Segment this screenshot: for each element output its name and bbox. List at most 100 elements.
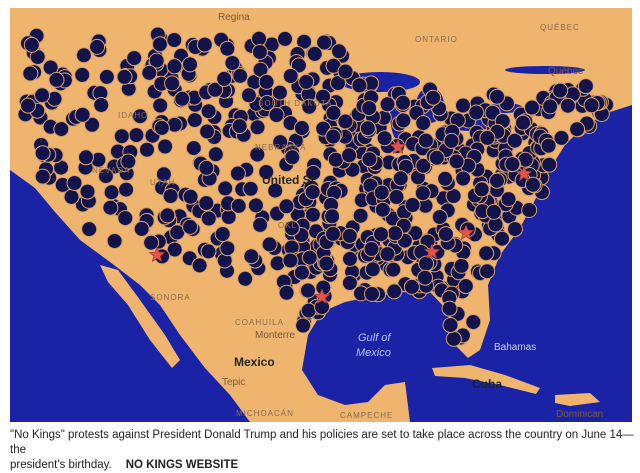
protest-dot xyxy=(300,302,317,319)
protest-dot xyxy=(243,248,260,265)
protest-dot xyxy=(278,198,295,215)
protest-dot xyxy=(132,108,149,125)
protest-dot xyxy=(465,314,482,330)
protest-dot xyxy=(271,84,288,101)
protest-dot xyxy=(403,278,420,295)
protest-dot xyxy=(242,180,259,197)
protest-dot xyxy=(515,114,531,131)
protest-dot xyxy=(191,257,208,274)
protest-dot xyxy=(388,189,405,205)
protest-dot xyxy=(473,181,490,198)
map-label: NEBRASKA xyxy=(255,143,307,152)
protest-dot xyxy=(337,113,354,130)
caption-line: "No Kings" protests against President Do… xyxy=(10,429,634,456)
protest-dot xyxy=(506,132,523,149)
protest-dot xyxy=(540,137,557,154)
protest-dot xyxy=(489,88,506,105)
protest-dot xyxy=(198,195,215,212)
map-label: Mexico xyxy=(234,355,275,369)
protest-dot xyxy=(304,206,321,223)
protest-dot xyxy=(341,147,358,164)
protest-dot xyxy=(98,68,115,85)
protest-dot xyxy=(479,263,496,280)
protest-dot xyxy=(174,90,191,107)
map-label: Cuba xyxy=(472,377,502,391)
protest-dot xyxy=(200,210,217,227)
map-label: Gulf of xyxy=(358,332,391,344)
protest-dot xyxy=(224,55,241,71)
protest-dot xyxy=(164,75,181,92)
protest-dot xyxy=(404,197,421,213)
protest-dot xyxy=(552,82,569,99)
protest-dot xyxy=(507,221,523,238)
protest-dot xyxy=(437,226,454,243)
map-label: SOUTH DAKOTA xyxy=(258,99,333,108)
protest-dot xyxy=(379,246,396,263)
protest-dot xyxy=(457,278,474,295)
protest-dot xyxy=(148,52,165,69)
protest-dot xyxy=(207,81,224,98)
protest-dot xyxy=(278,284,295,301)
protest-dot xyxy=(162,188,179,204)
protest-dot xyxy=(352,207,369,224)
protest-dot xyxy=(525,176,541,193)
protest-dot xyxy=(93,97,110,113)
protest-dot xyxy=(118,181,135,198)
protest-dot xyxy=(48,71,65,88)
protest-dot xyxy=(521,202,538,218)
protest-dot xyxy=(34,145,51,162)
baja xyxy=(100,265,180,368)
protest-dot xyxy=(359,120,376,137)
protest-dot xyxy=(361,151,378,168)
protest-dot xyxy=(159,207,176,224)
map-label: Mexico xyxy=(356,347,391,359)
protest-dot xyxy=(207,146,224,163)
map-label: NEVADA xyxy=(92,166,130,175)
protest-dot xyxy=(182,188,199,205)
protest-dot xyxy=(418,255,435,272)
protest-dot xyxy=(53,121,70,138)
protest-dot xyxy=(249,146,266,163)
protest-dot xyxy=(293,264,310,281)
protest-dot xyxy=(364,261,381,278)
protest-dot xyxy=(301,249,318,266)
star xyxy=(313,288,331,305)
protest-dot xyxy=(106,233,123,249)
protest-dot xyxy=(318,255,335,272)
protest-dot xyxy=(437,170,454,187)
cuba xyxy=(432,365,540,394)
protest-dot xyxy=(351,77,368,94)
protest-dot xyxy=(453,257,470,274)
protest-dot xyxy=(79,183,96,200)
protest-dot xyxy=(185,140,202,157)
protest-dot xyxy=(379,96,396,113)
protest-dot xyxy=(196,36,213,53)
protest-dot xyxy=(489,172,505,189)
protest-dot xyxy=(442,317,459,334)
protest-dot xyxy=(166,32,183,48)
protest-dot xyxy=(415,157,432,174)
protest-dot xyxy=(251,44,268,60)
protest-dot xyxy=(200,243,217,260)
protest-dot xyxy=(337,63,354,80)
caption: "No Kings" protests against President Do… xyxy=(10,428,634,473)
protest-dot xyxy=(251,30,267,47)
protest-dot xyxy=(455,97,471,114)
protest-dot xyxy=(128,127,145,144)
protest-dot xyxy=(151,36,168,53)
protest-dot xyxy=(387,225,404,242)
protest-dot xyxy=(504,156,521,173)
protest-dot xyxy=(20,97,36,114)
stars xyxy=(148,138,533,305)
protest-dot xyxy=(559,97,576,114)
protest-dot xyxy=(249,119,266,136)
protest-dot xyxy=(232,67,249,84)
protest-dot xyxy=(277,30,293,47)
protest-dot xyxy=(102,199,119,216)
protest-dot xyxy=(237,270,254,287)
protest-dot xyxy=(198,159,215,176)
protest-dot xyxy=(166,58,183,75)
protest-dot xyxy=(325,104,342,121)
star xyxy=(423,243,441,260)
protest-dot xyxy=(283,220,300,237)
